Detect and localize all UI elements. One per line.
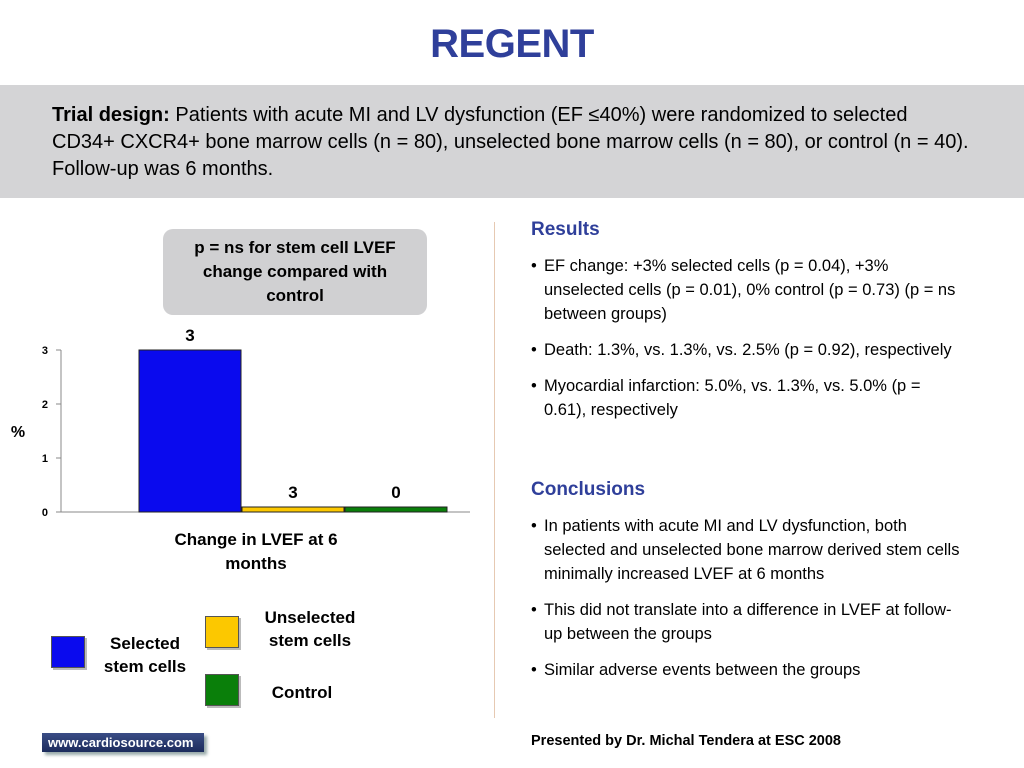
bar-0 <box>138 349 242 513</box>
conclusions-item: In patients with acute MI and LV dysfunc… <box>531 514 961 586</box>
p-value-note: p = ns for stem cell LVEF change compare… <box>163 229 427 315</box>
legend-swatch-unselected <box>205 616 239 648</box>
bar-data-label: 3 <box>185 326 194 345</box>
conclusions-heading: Conclusions <box>531 479 646 500</box>
conclusions-item: This did not translate into a difference… <box>531 598 961 646</box>
bar-data-label: 0 <box>391 483 400 502</box>
legend-label-unselected: Unselected stem cells <box>264 608 356 650</box>
results-heading: Results <box>531 219 600 240</box>
y-axis-label: % <box>11 424 25 441</box>
y-tick-label: 1 <box>42 453 48 465</box>
bar-2 <box>344 506 448 513</box>
legend-label-control: Control <box>271 683 333 702</box>
presenter-credit: Presented by Dr. Michal Tendera at ESC 2… <box>531 733 841 749</box>
results-item: EF change: +3% selected cells (p = 0.04)… <box>531 254 961 326</box>
trial-design-body: Patients with acute MI and LV dysfunctio… <box>52 104 969 180</box>
trial-design-band <box>0 85 1024 198</box>
results-item: Myocardial infarction: 5.0%, vs. 1.3%, v… <box>531 374 961 422</box>
y-tick-label: 0 <box>42 507 48 519</box>
lvef-bar-chart: 0 1 2 3% 3 3 0 <box>11 326 470 519</box>
results-item: Death: 1.3%, vs. 1.3%, vs. 2.5% (p = 0.9… <box>531 338 961 362</box>
results-list: EF change: +3% selected cells (p = 0.04)… <box>531 254 961 434</box>
legend-label-selected: Selected stem cells <box>103 634 187 676</box>
column-divider <box>494 222 495 718</box>
trial-design-text: Trial design: Patients with acute MI and… <box>52 102 972 183</box>
y-tick-label: 3 <box>42 345 48 357</box>
cardiosource-logo[interactable]: www.cardiosource.com <box>42 733 204 752</box>
conclusions-list: In patients with acute MI and LV dysfunc… <box>531 514 961 694</box>
legend-swatch-selected <box>51 636 85 668</box>
trial-design-label: Trial design: <box>52 104 170 126</box>
legend-swatch-control <box>205 674 239 706</box>
conclusions-item: Similar adverse events between the group… <box>531 658 961 682</box>
y-tick-label: 2 <box>42 399 48 411</box>
bar-1 <box>241 506 345 513</box>
chart-x-axis-label: Change in LVEF at 6 months <box>174 530 338 573</box>
bar-data-label: 3 <box>288 483 297 502</box>
page-title: REGENT <box>430 22 594 66</box>
